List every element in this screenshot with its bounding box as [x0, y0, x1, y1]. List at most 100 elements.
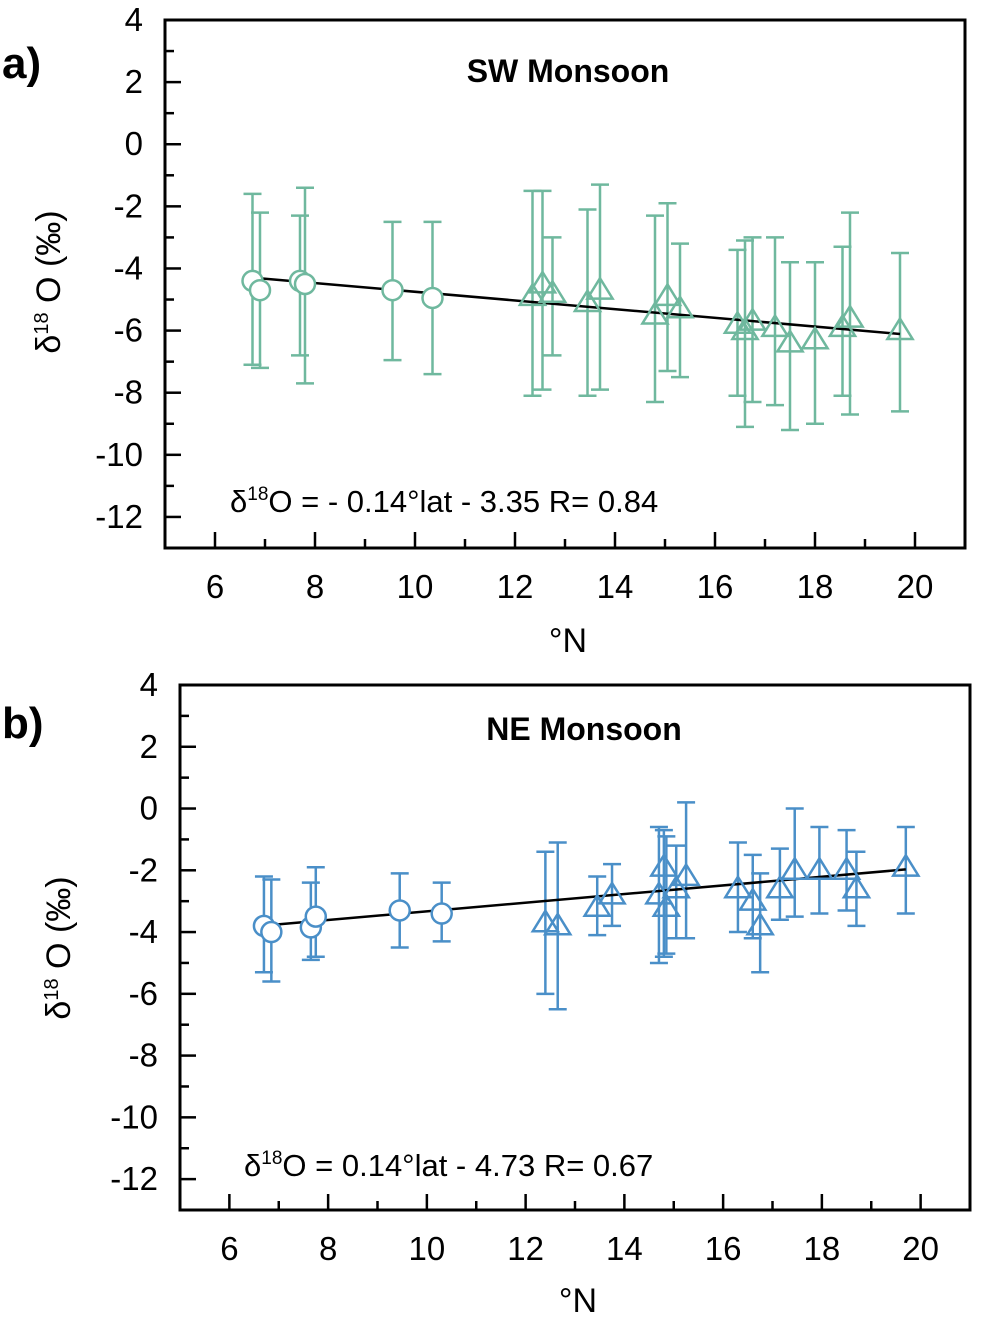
panel-b-y-axis-rest: O (‰) [40, 876, 78, 978]
panel-b-plot: 420-2-4-6-8-10-126 8 10 12 14 16 18 20 [110, 666, 972, 1267]
panel-a-triangle-point [737, 306, 768, 331]
panel-b-title: NE Monsoon [486, 711, 682, 747]
panel-a-x-tick-label: 18 [797, 568, 834, 605]
panel-a-title: SW Monsoon [467, 53, 670, 89]
panel-b-triangle-point [804, 855, 835, 880]
panel-b-y-tick-label: 0 [140, 790, 158, 827]
panel-b-equation-sup: 18 [261, 1148, 282, 1169]
panel-a-triangle-point [517, 282, 548, 307]
panel-b-x-tick-label: 10 [409, 1230, 446, 1267]
panel-a-plot-frame [163, 18, 967, 550]
panel-b-x-tick-label: 18 [804, 1230, 841, 1267]
panel-b-plot-frame [178, 683, 972, 1212]
panel-b-y-tick-label: -10 [110, 1098, 158, 1135]
panel-b-triangle-point [831, 855, 862, 880]
panel-a-y-axis-delta: δ [30, 335, 68, 354]
panel-a-triangle-point [800, 325, 830, 350]
panel-a-x-tick-label: 12 [497, 568, 534, 605]
panel-a-x-tick-label: 20 [897, 568, 934, 605]
panel-a-triangle-point [835, 303, 865, 328]
panel-b-y-tick-label: 2 [140, 728, 158, 765]
panel-b-triangle-point [737, 886, 768, 911]
panel-a-triangle-point [652, 282, 683, 307]
panel-a-triangle-point [665, 294, 695, 319]
panel-a-triangle-point [760, 313, 790, 338]
panel-b-circle-point [430, 902, 453, 925]
panel-a-circle-point [421, 286, 444, 310]
panel-a-triangle-point [572, 288, 603, 313]
panel-b-circle-point [304, 905, 328, 928]
panel-a-equation-delta: δ [230, 484, 247, 519]
panel-a-y-tick-label: -8 [114, 374, 143, 411]
panel-a-y-tick-label: -12 [95, 498, 143, 535]
panel-b-y-tick-label: -4 [129, 913, 158, 950]
panel-b-equation-delta: δ [244, 1148, 261, 1183]
panel-b-x-tick-label: 6 [220, 1230, 238, 1267]
panel-b-x-tick-label: 20 [902, 1230, 939, 1267]
panel-a-y-tick-label: 0 [125, 125, 143, 162]
panel-a-x-tick-label: 8 [306, 568, 324, 605]
panel-b-circle-point [388, 899, 411, 922]
panel-a-triangle-point [640, 300, 670, 325]
panel-b-x-tick-label: 8 [319, 1230, 337, 1267]
panel-a-x-tick-label: 16 [697, 568, 734, 605]
panel-b-y-tick-label: -8 [129, 1037, 158, 1074]
panel-b-triangle-point [542, 911, 573, 936]
panel-a-triangle-point [527, 269, 558, 294]
panel-b-triangle-point [841, 874, 872, 899]
panel-b-y-tick-label: -12 [110, 1160, 158, 1197]
panel-a-triangle-point [585, 275, 615, 300]
panel-a-triangle-point [537, 278, 568, 303]
panel-b-equation-body: O = 0.14°lat - 4.73 R= 0.67 [282, 1148, 653, 1183]
panel-b-triangle-point [765, 874, 795, 899]
panel-a-y-tick-label: -10 [95, 436, 143, 473]
panel-b-circle-point [260, 920, 283, 944]
panel-b-y-axis-sup: 18 [41, 978, 63, 1000]
panel-a-equation: δ18O = - 0.14°lat - 3.35 R= 0.84 [230, 484, 658, 519]
panel-b-triangle-point [745, 911, 775, 936]
panel-b-x-tick-label: 14 [606, 1230, 643, 1267]
panel-b-triangle-point [582, 892, 613, 918]
panel-b-triangle-point [651, 892, 682, 918]
panel-a-y-tick-label: 4 [125, 1, 143, 38]
panel-b-y-axis-delta: δ [40, 1001, 78, 1020]
panel-b-triangle-point [530, 908, 561, 933]
panel-a-y-tick-label: 2 [125, 63, 143, 100]
panel-b-y-tick-label: -6 [129, 975, 158, 1012]
panel-a-circle-point [381, 278, 404, 302]
panel-b-y-tick-label: -2 [129, 851, 158, 888]
panel-b-triangle-point [723, 874, 753, 899]
panel-b-label: b) [2, 699, 44, 748]
panel-a-circle-point [293, 272, 317, 296]
panel-a-y-tick-label: -6 [114, 312, 143, 349]
panel-b-x-axis-title: °N [559, 1282, 597, 1319]
panel-a-equation-sup: 18 [247, 484, 268, 505]
panel-b-triangle-point [671, 862, 701, 887]
panel-b-x-tick-label: 12 [507, 1230, 544, 1267]
panel-a-y-tick-label: -2 [114, 187, 143, 224]
panel-b-equation: δ18O = 0.14°lat - 4.73 R= 0.67 [244, 1148, 653, 1183]
panel-a-x-tick-label: 10 [397, 568, 434, 605]
panel-b-triangle-point [597, 880, 627, 905]
panel-a-y-tick-label: -4 [114, 249, 143, 286]
panel-a-equation-body: O = - 0.14°lat - 3.35 R= 0.84 [268, 484, 658, 519]
panel-b-triangle-point [661, 874, 692, 899]
panel-a-label: a) [2, 39, 41, 88]
panel-a-triangle-point [885, 316, 915, 341]
panel-a-plot: 420-2-4-6-8-10-126 8 10 12 14 16 18 20 [95, 1, 967, 605]
panel-a-x-tick-label: 14 [597, 568, 634, 605]
panel-a-x-tick-label: 6 [206, 568, 224, 605]
panel-a-triangle-point [775, 328, 805, 353]
panel-a-x-axis-title: °N [549, 622, 587, 660]
panel-a-circle-point [248, 278, 272, 302]
panel-b-x-tick-label: 16 [705, 1230, 742, 1267]
panel-b-y-axis-title: δ18 O (‰) [40, 876, 78, 1019]
panel-a-y-axis-sup: 18 [31, 312, 53, 334]
panel-b-y-tick-label: 4 [140, 666, 158, 703]
panel-b-triangle-point [779, 855, 810, 880]
panel-a-y-axis-rest: O (‰) [30, 210, 68, 312]
panel-a-y-axis-title: δ18 O (‰) [30, 210, 68, 353]
panel-b-triangle-point [890, 852, 921, 877]
panel-b-triangle-point [649, 852, 679, 877]
